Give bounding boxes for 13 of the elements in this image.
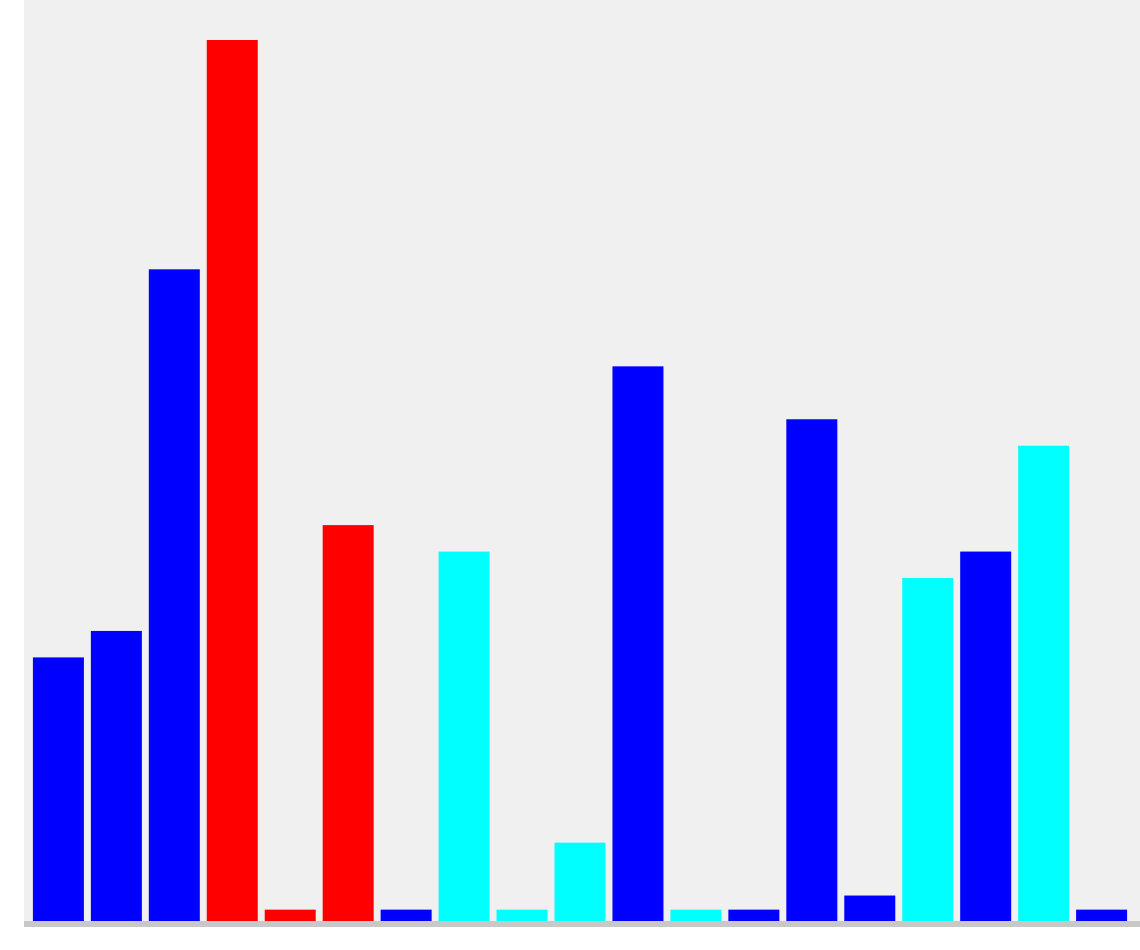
bar bbox=[206, 40, 258, 922]
bar bbox=[844, 895, 896, 922]
bar bbox=[438, 551, 490, 922]
bar bbox=[90, 630, 142, 922]
bar bbox=[902, 578, 954, 922]
bar bbox=[786, 419, 838, 922]
bar bbox=[1018, 445, 1070, 922]
bar bbox=[32, 657, 84, 922]
bar bbox=[148, 269, 200, 922]
bar bbox=[554, 842, 606, 922]
bar bbox=[612, 366, 664, 922]
bar bbox=[322, 525, 374, 922]
bar bbox=[960, 551, 1012, 922]
